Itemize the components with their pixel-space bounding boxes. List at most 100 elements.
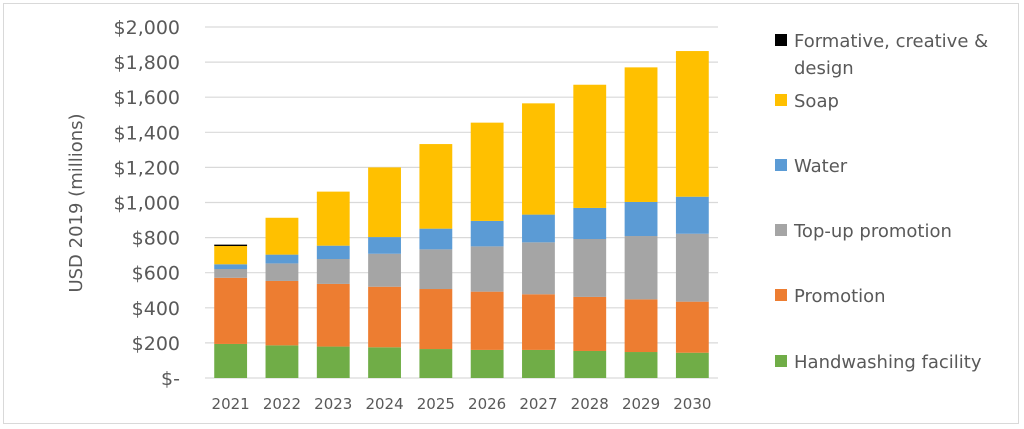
bar-segment	[419, 349, 453, 378]
bar-segment	[522, 294, 555, 350]
bar-segment	[214, 246, 248, 265]
bar-segment	[368, 347, 401, 378]
y-tick-label: $2,000	[114, 17, 180, 39]
bar-segment	[675, 51, 709, 197]
bar-segment	[573, 239, 607, 297]
legend-swatch	[775, 224, 787, 236]
y-tick-label: $1,000	[114, 193, 180, 215]
bar-segment	[214, 343, 248, 378]
bar-segment	[675, 301, 709, 353]
x-tick-label: 2029	[622, 395, 660, 413]
legend: Formative, creative & design Soap Water Top-…	[775, 31, 988, 373]
bar-segment	[368, 286, 401, 348]
bar-segment	[265, 280, 299, 346]
legend-label: Formative, creative & design	[794, 31, 988, 79]
x-tick-label: 2025	[417, 395, 455, 413]
chart-frame	[3, 3, 1019, 424]
bar-stack-2023	[316, 191, 350, 378]
y-tick-label: $1,800	[114, 52, 180, 74]
bar-segment	[470, 122, 504, 221]
bar-stack-2022	[265, 217, 299, 378]
x-tick-label: 2028	[571, 395, 609, 413]
y-tick-label: $400	[132, 298, 180, 320]
bar-segment	[316, 259, 350, 284]
bar-segment	[470, 246, 504, 292]
bar-segment	[470, 220, 504, 247]
legend-swatch	[775, 94, 787, 106]
bar-segment	[316, 191, 350, 246]
legend-label: Handwashing facility	[794, 352, 982, 373]
bar-segment	[522, 242, 555, 295]
bar-stack-2027	[522, 103, 555, 378]
bar-segment	[316, 245, 350, 260]
legend-swatch	[775, 355, 787, 367]
bar-segment	[214, 264, 248, 270]
bar-segment	[624, 236, 658, 300]
bar-segment	[624, 299, 658, 353]
bar-segment	[573, 84, 607, 208]
bar-segment	[265, 217, 299, 255]
bar-segment	[675, 196, 709, 234]
bar-segment	[419, 289, 453, 350]
bar-segment	[522, 214, 555, 243]
bar-segment	[214, 244, 248, 247]
bar-segment	[624, 67, 658, 202]
x-tick-label: 2021	[212, 395, 250, 413]
bar-stack-2030	[675, 51, 709, 378]
y-tick-label: $1,200	[114, 157, 180, 179]
legend-swatch	[775, 159, 787, 171]
bar-segment	[573, 296, 607, 351]
y-axis-label: USD 2019 (millions)	[66, 113, 87, 292]
y-tick-label: $800	[132, 228, 180, 250]
bar-segment	[214, 277, 248, 344]
bars	[214, 51, 709, 378]
x-tick-label: 2030	[673, 395, 711, 413]
legend-label: Promotion	[794, 286, 886, 307]
x-tick-label: 2022	[263, 395, 301, 413]
bar-segment	[624, 352, 658, 378]
legend-swatch	[775, 34, 787, 46]
bar-segment	[368, 167, 401, 238]
x-tick-label: 2024	[365, 395, 403, 413]
bar-segment	[419, 228, 453, 250]
bar-stack-2024	[368, 167, 401, 378]
y-tick-label: $600	[132, 263, 180, 285]
x-tick-label: 2026	[468, 395, 506, 413]
x-tick-label: 2027	[519, 395, 557, 413]
legend-label: Top-up promotion	[793, 221, 952, 242]
bar-stack-2029	[624, 67, 658, 378]
legend-item: Soap	[775, 91, 839, 112]
bar-stack-2021	[214, 244, 248, 378]
bar-segment	[675, 352, 709, 378]
bar-segment	[470, 291, 504, 350]
bar-stack-2028	[573, 84, 607, 378]
bar-segment	[470, 349, 504, 378]
bar-segment	[368, 237, 401, 254]
bar-stack-2025	[419, 144, 453, 378]
x-axis-ticks: 2021 2022 2023 2024 2025 2026 2027 2028 2029 2030	[212, 395, 712, 413]
bar-segment	[573, 207, 607, 240]
bar-segment	[522, 103, 555, 215]
y-tick-label: $1,400	[114, 122, 180, 144]
x-tick-label: 2023	[314, 395, 352, 413]
y-tick-label: $200	[132, 333, 180, 355]
y-tick-label: $1,600	[114, 87, 180, 109]
legend-item: Promotion	[775, 286, 886, 307]
legend-label: Water	[794, 156, 848, 177]
bar-segment	[522, 349, 555, 378]
bar-segment	[265, 263, 299, 281]
bar-segment	[419, 249, 453, 290]
bar-segment	[624, 201, 658, 237]
bar-segment	[573, 350, 607, 378]
bar-stack-2026	[470, 122, 504, 378]
y-tick-label: $-	[161, 368, 180, 390]
legend-item: Formative, creative & design	[775, 31, 988, 79]
legend-item: Handwashing facility	[775, 352, 982, 373]
y-axis-ticks: $- $200 $400 $600 $800 $1,000 $1,200 $1,400 $1,6…	[114, 17, 180, 390]
bar-segment	[316, 346, 350, 378]
bar-segment	[265, 345, 299, 378]
legend-swatch	[775, 289, 787, 301]
bar-segment	[675, 233, 709, 302]
legend-item: Water	[775, 156, 848, 177]
bar-segment	[265, 254, 299, 264]
